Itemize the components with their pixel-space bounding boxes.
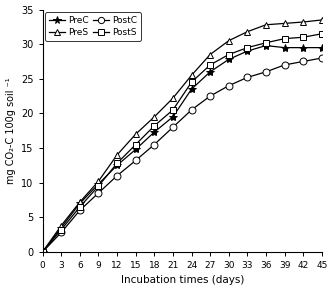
PostC	[227, 84, 231, 88]
PreC	[320, 46, 324, 49]
PostC	[152, 143, 156, 146]
PreC	[78, 202, 82, 205]
PostS	[78, 205, 82, 209]
PreS	[97, 180, 101, 183]
PreS	[41, 250, 45, 254]
Legend: PreC, PreS, PostC, PostS: PreC, PreS, PostC, PostS	[45, 12, 141, 41]
PreC	[97, 182, 101, 186]
PostC	[245, 76, 249, 79]
PreS	[189, 74, 193, 77]
PostS	[208, 63, 212, 67]
Line: PreS: PreS	[39, 17, 325, 255]
PreC	[152, 130, 156, 134]
PreC	[189, 87, 193, 91]
PostC	[171, 125, 175, 129]
PostC	[78, 209, 82, 212]
PreC	[41, 250, 45, 254]
PostS	[301, 36, 305, 39]
PreS	[59, 224, 63, 227]
PostS	[41, 250, 45, 254]
PreS	[134, 132, 138, 136]
PreS	[301, 20, 305, 24]
PostS	[134, 143, 138, 146]
PostS	[115, 162, 119, 165]
PreS	[282, 22, 286, 25]
PreC	[282, 46, 286, 49]
Line: PostC: PostC	[39, 54, 325, 255]
PreC	[208, 70, 212, 74]
PreC	[59, 226, 63, 229]
PostC	[208, 94, 212, 98]
PostS	[59, 228, 63, 231]
PostS	[171, 108, 175, 112]
PreS	[152, 115, 156, 119]
PostS	[282, 37, 286, 40]
PostC	[115, 174, 119, 178]
PreC	[245, 49, 249, 53]
PostC	[134, 159, 138, 162]
PreS	[78, 200, 82, 204]
Y-axis label: mg CO₂-C 100g soil ⁻¹: mg CO₂-C 100g soil ⁻¹	[6, 77, 16, 184]
PostC	[59, 231, 63, 234]
PostS	[245, 46, 249, 49]
PostC	[189, 108, 193, 112]
PreS	[245, 30, 249, 33]
PreC	[227, 58, 231, 61]
PostC	[97, 191, 101, 195]
PreC	[171, 115, 175, 119]
PostS	[264, 41, 268, 45]
PostC	[301, 60, 305, 63]
PostC	[41, 250, 45, 254]
PostS	[97, 184, 101, 188]
PostC	[264, 70, 268, 74]
PostS	[320, 32, 324, 36]
X-axis label: Incubation times (days): Incubation times (days)	[121, 276, 244, 285]
PreC	[134, 148, 138, 151]
PostC	[282, 63, 286, 67]
PostS	[227, 53, 231, 56]
PostC	[320, 56, 324, 60]
PreS	[115, 153, 119, 157]
PostS	[189, 81, 193, 84]
PreS	[208, 53, 212, 56]
PreC	[264, 44, 268, 47]
PostS	[152, 124, 156, 128]
PreS	[227, 39, 231, 42]
PreC	[115, 164, 119, 167]
PreS	[264, 23, 268, 26]
PreS	[320, 18, 324, 22]
PreC	[301, 46, 305, 49]
Line: PostS: PostS	[39, 30, 325, 255]
Line: PreC: PreC	[39, 41, 326, 256]
PreS	[171, 96, 175, 100]
